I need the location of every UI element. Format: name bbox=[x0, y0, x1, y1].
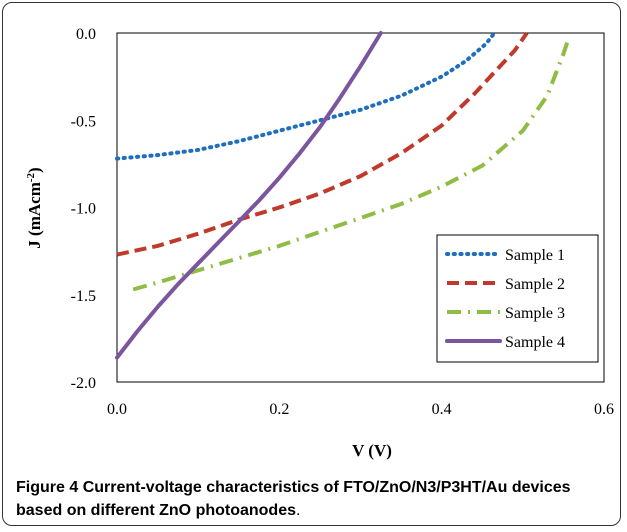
y-tick-labels: 0.0 -0.5 -1.0 -1.5 -2.0 bbox=[71, 26, 96, 392]
legend-label-sample-1: Sample 1 bbox=[505, 247, 565, 264]
y-axis-title-end: ) bbox=[25, 167, 44, 173]
series-line-sample-2 bbox=[116, 31, 529, 257]
y-axis-title: J (mAcm-2) bbox=[25, 167, 44, 248]
y-tick-label: -2.0 bbox=[71, 375, 96, 392]
y-axis-title-main: J (mAcm bbox=[25, 182, 44, 249]
legend-label-sample-3: Sample 3 bbox=[505, 305, 565, 322]
y-tick-label: -1.0 bbox=[71, 201, 96, 218]
y-tick-label: -0.5 bbox=[71, 113, 96, 130]
series-line-sample-1 bbox=[115, 31, 497, 161]
legend: Sample 1 Sample 2 Sample 3 Sample 4 bbox=[436, 234, 599, 363]
y-tick-label: 0.0 bbox=[76, 26, 96, 43]
x-tick-label: 0.0 bbox=[107, 401, 127, 418]
caption-text: Current-voltage characteristics of FTO/Z… bbox=[16, 479, 571, 519]
x-tick-label: 0.2 bbox=[269, 401, 289, 418]
x-tick-labels: 0.0 0.2 0.4 0.6 bbox=[107, 401, 614, 418]
x-axis-title: V (V) bbox=[352, 441, 392, 460]
series-line-sample-4 bbox=[115, 31, 383, 360]
caption-label: Figure 4 bbox=[16, 479, 79, 496]
legend-label-sample-4: Sample 4 bbox=[505, 334, 565, 351]
caption-end: . bbox=[296, 502, 301, 519]
series-lines bbox=[115, 31, 570, 360]
x-tick-label: 0.6 bbox=[594, 401, 614, 418]
x-tick-label: 0.4 bbox=[432, 401, 452, 418]
y-tick-label: -1.5 bbox=[71, 288, 96, 305]
figure-caption: Figure 4 Current-voltage characteristics… bbox=[16, 476, 616, 522]
y-axis-title-superscript: -2 bbox=[25, 172, 37, 182]
series-line-sample-3 bbox=[132, 41, 570, 292]
legend-label-sample-2: Sample 2 bbox=[505, 276, 565, 293]
